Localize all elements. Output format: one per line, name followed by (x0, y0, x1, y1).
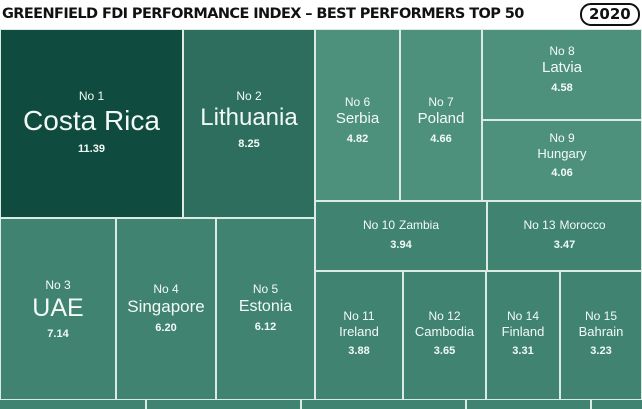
treemap-tile: No 12 Cambodia 3.65 (403, 271, 486, 400)
tile-rank: No 15 (584, 309, 618, 323)
tile-rank: No 10 (362, 218, 395, 232)
tile-value: 3.65 (433, 344, 456, 357)
treemap-tile: No 10 Zambia 3.94 (315, 201, 487, 271)
tile-value: 4.66 (430, 133, 452, 145)
treemap-tile: No 3 UAE 7.14 (0, 218, 116, 400)
treemap-tile: No 8 Latvia 4.58 (482, 29, 642, 120)
tile-value: 3.31 (512, 344, 534, 357)
tile-value: 4.06 (551, 166, 573, 179)
tile-rank: No 9 (549, 131, 575, 145)
tile-country: Ireland (339, 324, 379, 339)
tile-country: Serbia (335, 110, 380, 127)
treemap-tile: No 6 Serbia 4.82 (315, 29, 400, 201)
tile-rank: No 14 (506, 309, 540, 323)
tile-country: Latvia (541, 59, 583, 76)
tile-country: Singapore (127, 297, 205, 316)
treemap-bottom-strip (0, 400, 642, 409)
tile-country: Finland (501, 324, 545, 339)
tile-rank: No 3 (45, 278, 71, 292)
treemap-tile: No 9 Hungary 4.06 (482, 120, 642, 201)
treemap-tile: No 7 Poland 4.66 (400, 29, 482, 201)
tile-value: 11.39 (78, 142, 105, 155)
tile-rank: No 12 (428, 309, 461, 323)
tile-rank: No 7 (428, 95, 454, 109)
tile-country: Estonia (238, 298, 293, 315)
tile-value: 8.25 (238, 137, 260, 150)
treemap-tile: No 13 Morocco 3.47 (487, 201, 642, 271)
tile-value: 6.12 (254, 321, 277, 334)
tile-country: UAE (32, 294, 84, 322)
tile-value: 4.58 (551, 82, 573, 94)
tile-value: 7.14 (47, 328, 69, 340)
tile-country: Lithuania (200, 104, 298, 131)
tile-rank: No 13 (523, 218, 556, 232)
chart-title: GREENFIELD FDI PERFORMANCE INDEX – BEST … (2, 6, 524, 22)
tile-country: Costa Rica (23, 105, 160, 136)
treemap-tile: No 15 Bahrain 3.23 (560, 271, 642, 400)
year-badge: 2020 (580, 3, 640, 26)
tile-country: Zambia (399, 218, 440, 232)
tile-rank: No 8 (549, 44, 575, 58)
tile-country: Poland (417, 110, 465, 127)
chart-header: GREENFIELD FDI PERFORMANCE INDEX – BEST … (0, 0, 642, 29)
treemap-tile: No 4 Singapore 6.20 (116, 218, 216, 400)
tile-value: 6.20 (155, 322, 177, 335)
tile-country: Morocco (559, 218, 606, 232)
tile-country: Hungary (537, 146, 587, 161)
treemap-tile: No 14 Finland 3.31 (486, 271, 560, 400)
treemap-tile: No 5 Estonia 6.12 (216, 218, 315, 400)
tile-value: 4.82 (346, 133, 369, 145)
tile-country: Cambodia (414, 324, 475, 339)
tile-value: 3.88 (348, 344, 370, 357)
tile-rank: No 1 (78, 89, 105, 103)
tile-value: 3.47 (553, 239, 576, 251)
treemap-tile: No 1 Costa Rica 11.39 (0, 29, 183, 218)
treemap-tile: No 2 Lithuania 8.25 (183, 29, 315, 218)
tile-value: 3.23 (590, 344, 612, 357)
treemap: No 1 Costa Rica 11.39 No 2 Lithuania 8.25 No 3… (0, 29, 642, 409)
treemap-tile: No 11 Ireland 3.88 (315, 271, 403, 400)
tile-rank: No 6 (344, 95, 371, 109)
tile-value: 3.94 (390, 239, 412, 251)
tile-rank: No 5 (252, 282, 279, 296)
tile-rank: No 4 (153, 282, 179, 296)
tile-country: Bahrain (578, 324, 624, 339)
tile-rank: No 11 (343, 309, 375, 323)
tile-rank: No 2 (236, 89, 262, 103)
